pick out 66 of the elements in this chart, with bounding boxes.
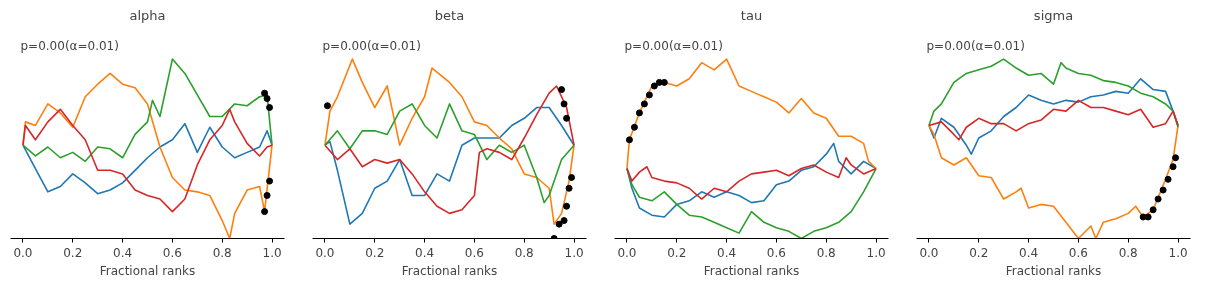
text: p=0.00(α=0.01) [322, 38, 421, 53]
point [565, 184, 573, 192]
x-tick-label: 0.0 [617, 245, 637, 260]
point [266, 104, 274, 112]
point [263, 95, 271, 103]
point [1154, 195, 1162, 203]
point [1159, 186, 1167, 194]
x-axis-title: Fractional ranks [703, 263, 800, 278]
text: p=0.00(α=0.01) [20, 38, 119, 53]
point [1164, 175, 1172, 183]
point [263, 191, 271, 199]
x-tick-label: 0.2 [667, 245, 687, 260]
point [266, 177, 274, 185]
x-tick-label: 0.8 [816, 245, 836, 260]
x-tick-label: 0.2 [365, 245, 385, 260]
x-tick-label: 0.8 [1118, 245, 1138, 260]
x-tick-label: 1.0 [1168, 245, 1188, 260]
point [1149, 206, 1157, 214]
point [261, 89, 269, 97]
x-tick-label: 0.2 [969, 245, 989, 260]
point [640, 100, 648, 108]
point [568, 174, 576, 181]
point [645, 91, 653, 99]
x-tick-label: 0.0 [315, 245, 335, 260]
x-tick-label: 1.0 [262, 245, 282, 260]
point [555, 220, 563, 228]
text: p=0.00(α=0.01) [624, 38, 723, 53]
point [1139, 213, 1147, 221]
point [650, 82, 658, 90]
x-tick-label: 0.4 [717, 245, 737, 260]
x-tick-label: 0.4 [113, 245, 133, 260]
point [625, 136, 633, 144]
point [261, 208, 269, 216]
chart-title: beta [434, 7, 465, 23]
point [563, 114, 571, 122]
x-tick-label: 0.0 [919, 245, 939, 260]
text: p=0.00(α=0.01) [926, 38, 1025, 53]
x-axis-title: Fractional ranks [1005, 263, 1102, 278]
x-tick-label: 0.6 [162, 245, 182, 260]
x-tick-label: 1.0 [866, 245, 886, 260]
point [1169, 163, 1177, 171]
point [560, 217, 568, 225]
point [635, 109, 643, 117]
point [1144, 213, 1152, 221]
x-tick-label: 0.0 [13, 245, 33, 260]
point [563, 202, 571, 210]
point [1172, 154, 1180, 162]
x-tick-label: 0.8 [212, 245, 232, 260]
point [560, 100, 568, 108]
x-tick-label: 0.6 [766, 245, 786, 260]
point [558, 86, 566, 94]
point [660, 78, 668, 86]
x-tick-label: 1.0 [564, 245, 584, 260]
x-tick-label: 0.8 [514, 245, 534, 260]
point [323, 102, 331, 110]
x-axis-title: Fractional ranks [401, 263, 498, 278]
chart-title: tau [740, 7, 763, 23]
chart-title: sigma [1033, 7, 1074, 23]
x-axis-title: Fractional ranks [99, 263, 196, 278]
chart-title: alpha [129, 7, 166, 23]
x-tick-label: 0.4 [415, 245, 435, 260]
x-tick-label: 0.6 [464, 245, 484, 260]
x-tick-label: 0.2 [63, 245, 83, 260]
x-tick-label: 0.4 [1019, 245, 1039, 260]
point [630, 123, 638, 131]
x-tick-label: 0.6 [1068, 245, 1088, 260]
